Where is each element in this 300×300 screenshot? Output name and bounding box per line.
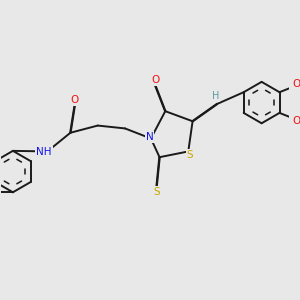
Text: S: S	[153, 187, 160, 197]
Text: O: O	[151, 75, 159, 85]
Text: N: N	[146, 132, 153, 142]
Text: S: S	[186, 150, 193, 160]
Text: O: O	[293, 116, 300, 126]
Text: NH: NH	[36, 147, 52, 157]
Text: H: H	[212, 91, 219, 101]
Text: O: O	[70, 95, 79, 105]
Text: O: O	[293, 80, 300, 89]
